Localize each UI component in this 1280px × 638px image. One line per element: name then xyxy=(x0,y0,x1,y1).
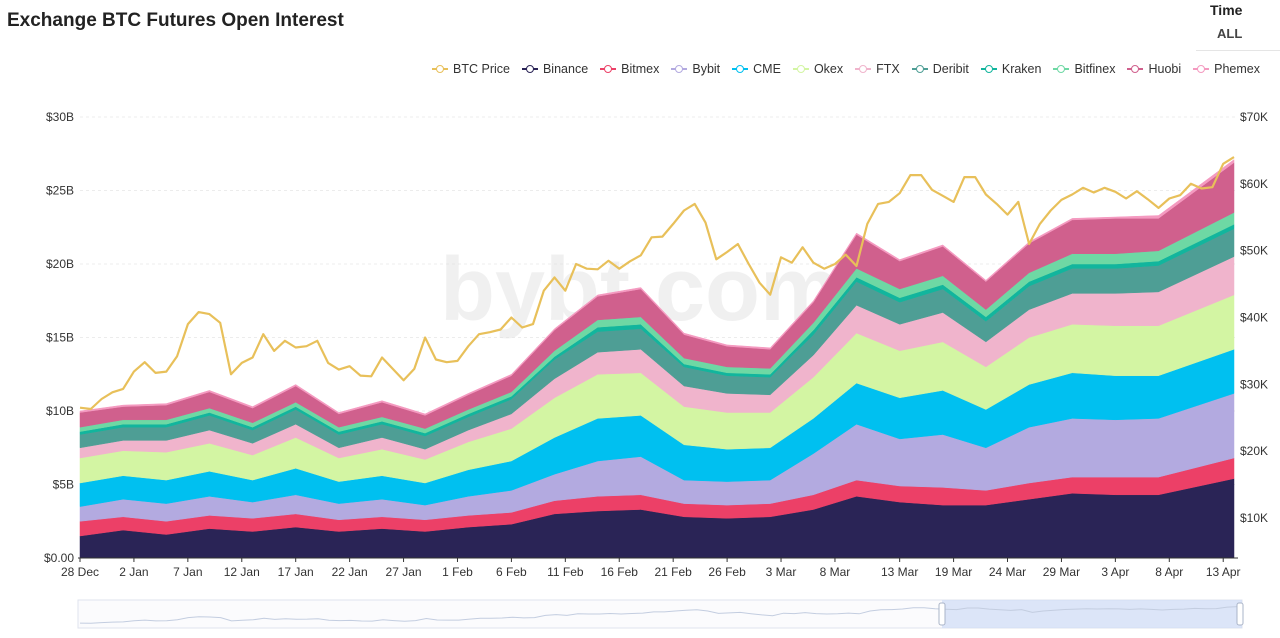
legend-label: Binance xyxy=(542,62,589,76)
legend-item-bybit[interactable]: Bybit xyxy=(671,62,720,76)
left-axis: $0.00 $5B $10B $15B $20B $25B $30B xyxy=(44,110,74,565)
legend-label: CME xyxy=(753,62,781,76)
right-axis: $10K $20K $30K $40K $50K $60K $70K xyxy=(1240,110,1268,525)
x-tick-label: 11 Feb xyxy=(547,565,584,579)
left-tick-label: $5B xyxy=(53,478,74,492)
left-tick-label: $25B xyxy=(46,184,74,198)
legend-marker-icon xyxy=(521,64,538,74)
x-tick-label: 21 Feb xyxy=(654,565,692,579)
x-tick-label: 7 Jan xyxy=(173,565,202,579)
right-tick-label: $30K xyxy=(1240,377,1268,391)
x-tick-label: 6 Feb xyxy=(496,565,527,579)
right-tick-label: $70K xyxy=(1240,110,1268,124)
legend-marker-icon xyxy=(432,64,449,74)
x-tick-label: 26 Feb xyxy=(708,565,746,579)
stacked-areas xyxy=(79,159,1235,559)
right-tick-label: $20K xyxy=(1240,444,1268,458)
x-tick-label: 29 Mar xyxy=(1043,565,1080,579)
x-tick-label: 19 Mar xyxy=(935,565,972,579)
x-tick-label: 24 Mar xyxy=(989,565,1026,579)
legend-marker-icon xyxy=(792,64,809,74)
right-tick-label: $40K xyxy=(1240,310,1268,324)
legend-label: Okex xyxy=(813,62,844,76)
x-tick-label: 27 Jan xyxy=(386,565,422,579)
x-tick-label: 28 Dec xyxy=(61,565,99,579)
zoom-preview-line xyxy=(79,606,1239,624)
right-tick-label: $10K xyxy=(1240,511,1268,525)
legend-label: Kraken xyxy=(1001,62,1042,76)
left-tick-label: $10B xyxy=(46,404,74,418)
x-tick-label: 8 Mar xyxy=(820,565,851,579)
legend-item-kraken[interactable]: Kraken xyxy=(980,62,1042,76)
legend-item-ftx[interactable]: FTX xyxy=(855,62,900,76)
legend-label: Deribit xyxy=(932,62,969,76)
right-tick-label: $50K xyxy=(1240,244,1268,258)
time-filter-label: Time xyxy=(1210,2,1243,18)
legend-label: Huobi xyxy=(1148,62,1182,76)
legend-item-deribit[interactable]: Deribit xyxy=(911,62,969,76)
zoom-slider[interactable] xyxy=(77,599,1244,629)
legend-label: Phemex xyxy=(1214,62,1260,76)
legend-item-binance[interactable]: Binance xyxy=(521,62,589,76)
legend-item-btc-price[interactable]: BTC Price xyxy=(432,62,510,76)
left-tick-label: $20B xyxy=(46,257,74,271)
btc-price-path xyxy=(79,156,1235,411)
legend-label: BTC Price xyxy=(453,62,510,76)
legend-item-cme[interactable]: CME xyxy=(732,62,781,76)
zoom-selection[interactable] xyxy=(942,600,1242,628)
legend-item-bitmex[interactable]: Bitmex xyxy=(600,62,659,76)
x-tick-label: 8 Apr xyxy=(1155,565,1183,579)
legend-item-bitfinex[interactable]: Bitfinex xyxy=(1053,62,1115,76)
page-title: Exchange BTC Futures Open Interest xyxy=(7,10,344,31)
legend-marker-icon xyxy=(1193,64,1210,74)
legend-item-phemex[interactable]: Phemex xyxy=(1193,62,1260,76)
legend-marker-icon xyxy=(855,64,872,74)
x-tick-label: 3 Apr xyxy=(1101,565,1129,579)
legend-item-huobi[interactable]: Huobi xyxy=(1127,62,1181,76)
x-tick-label: 3 Mar xyxy=(766,565,797,579)
legend-marker-icon xyxy=(980,64,997,74)
zoom-handle[interactable] xyxy=(938,602,946,626)
x-tick-label: 13 Apr xyxy=(1206,565,1241,579)
legend-marker-icon xyxy=(1053,64,1070,74)
zoom-handle[interactable] xyxy=(1236,602,1244,626)
left-tick-label: $15B xyxy=(46,331,74,345)
x-axis: 28 Dec 2 Jan 7 Jan 12 Jan 17 Jan 22 Jan 27 Jan… xyxy=(61,558,1241,579)
legend-marker-icon xyxy=(911,64,928,74)
legend-marker-icon xyxy=(671,64,688,74)
legend-label: Bitmex xyxy=(621,62,660,76)
legend-label: Bybit xyxy=(692,62,721,76)
time-filter[interactable]: Time ALL xyxy=(1196,0,1280,51)
chart-legend: BTC Price Binance Bitmex Bybit CME Okex FTX Der… xyxy=(432,62,1260,76)
legend-marker-icon xyxy=(1127,64,1144,74)
x-tick-label: 22 Jan xyxy=(332,565,368,579)
x-tick-label: 16 Feb xyxy=(601,565,639,579)
x-tick-label: 2 Jan xyxy=(119,565,148,579)
btc-price-line xyxy=(79,156,1235,411)
right-tick-label: $60K xyxy=(1240,177,1268,191)
legend-marker-icon xyxy=(600,64,617,74)
legend-item-okex[interactable]: Okex xyxy=(792,62,844,76)
left-tick-label: $0.00 xyxy=(44,551,74,565)
time-filter-value[interactable]: ALL xyxy=(1217,26,1243,41)
legend-marker-icon xyxy=(732,64,749,74)
x-tick-label: 17 Jan xyxy=(278,565,314,579)
x-tick-label: 13 Mar xyxy=(881,565,918,579)
left-tick-label: $30B xyxy=(46,110,74,124)
area-phemex xyxy=(79,159,1235,416)
legend-label: Bitfinex xyxy=(1074,62,1116,76)
x-tick-label: 12 Jan xyxy=(224,565,260,579)
legend-label: FTX xyxy=(876,62,900,76)
x-tick-label: 1 Feb xyxy=(442,565,473,579)
